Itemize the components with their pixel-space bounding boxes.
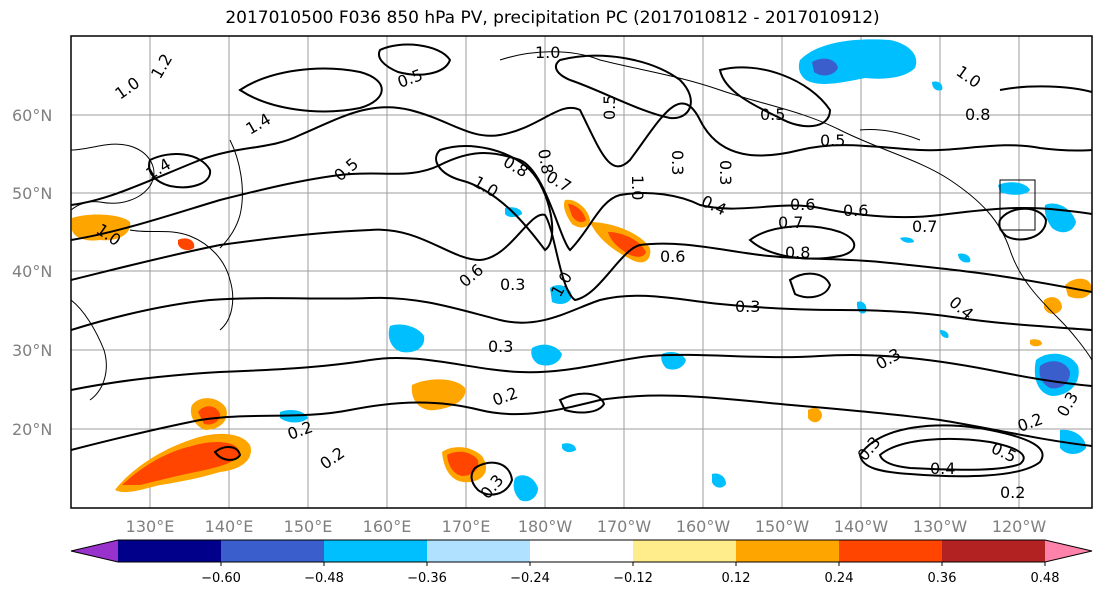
colorbar-tick-label: 0.24 <box>825 571 854 586</box>
contour-label: 0.7 <box>778 213 803 232</box>
map-content <box>71 36 1092 508</box>
lon-tick-label: 170°W <box>597 517 652 536</box>
colorbar: −0.60 −0.48 −0.36 −0.24 −0.12 0.12 0.24 0.36 0.4… <box>70 539 1093 586</box>
contour-label: 0.3 <box>716 160 735 185</box>
colorbar-segment <box>942 540 1046 562</box>
colorbar-segment <box>839 540 943 562</box>
colorbar-tick-label: −0.36 <box>407 571 447 586</box>
lon-tick-label: 150°W <box>755 517 810 536</box>
lat-tick-label: 60°N <box>12 106 52 125</box>
contour-label: 0.3 <box>488 337 513 356</box>
colorbar-tick-label: 0.12 <box>722 571 751 586</box>
colorbar-segment <box>633 540 737 562</box>
colorbar-tick-label: −0.24 <box>510 571 550 586</box>
contour-label: 0.3 <box>735 297 760 316</box>
colorbar-segment <box>736 540 840 562</box>
lon-tick-label: 130°E <box>126 517 175 536</box>
colorbar-tick-label: −0.60 <box>201 571 241 586</box>
coastlines <box>71 51 1092 401</box>
contour-label: 0.8 <box>534 147 557 175</box>
contour-label: 1.0 <box>535 43 560 62</box>
colorbar-segment <box>324 540 428 562</box>
precip-positive <box>72 199 1092 493</box>
colorbar-tick-label: −0.48 <box>304 571 344 586</box>
colorbar-extend-low <box>71 540 118 562</box>
colorbar-tick-label: 0.36 <box>928 571 957 586</box>
lat-tick-label: 50°N <box>12 184 52 203</box>
lon-tick-label: 140°W <box>834 517 889 536</box>
lon-tick-label: 160°W <box>676 517 731 536</box>
colorbar-outline <box>70 539 1093 563</box>
lon-tick-label: 140°E <box>205 517 254 536</box>
lon-tick-labels: 130°E 140°E 150°E 160°E 170°E 180°W 170°… <box>126 517 1047 536</box>
contour-label: 0.5 <box>600 95 619 120</box>
colorbar-segment <box>530 540 634 562</box>
lon-tick-label: 120°W <box>992 517 1047 536</box>
contour-label: 0.6 <box>790 195 815 214</box>
colorbar-tick-label: −0.12 <box>613 571 653 586</box>
lon-tick-label: 160°E <box>363 517 412 536</box>
contour-label: 0.7 <box>912 217 937 236</box>
map-frame <box>70 35 1093 509</box>
lon-tick-label: 170°E <box>442 517 491 536</box>
lon-tick-label: 130°W <box>913 517 968 536</box>
contour-label: 0.4 <box>930 459 955 478</box>
colorbar-segment <box>427 540 531 562</box>
map-title: 2017010500 F036 850 hPa PV, precipitatio… <box>225 8 880 28</box>
contour-label: 0.6 <box>660 247 685 266</box>
colorbar-segment <box>118 540 222 562</box>
colorbar-segment <box>221 540 325 562</box>
contour-label: 0.3 <box>500 275 525 294</box>
contour-label: 0.8 <box>965 105 990 124</box>
lat-tick-label: 20°N <box>12 420 52 439</box>
contour-label: 1.0 <box>628 175 647 200</box>
lon-tick-label: 180°W <box>518 517 573 536</box>
contour-label: 0.8 <box>785 243 810 262</box>
lat-tick-label: 40°N <box>12 262 52 281</box>
contour-label: 0.3 <box>668 150 687 175</box>
contour-label: 0.5 <box>760 105 785 124</box>
contour-label: 0.5 <box>820 131 845 150</box>
colorbar-extend-high <box>1045 540 1092 562</box>
contour-label: 0.2 <box>1000 483 1025 502</box>
colorbar-tick-label: 0.48 <box>1031 571 1060 586</box>
lon-tick-label: 150°E <box>284 517 333 536</box>
contour-label: 0.6 <box>843 201 868 220</box>
lat-tick-labels: 60°N 50°N 40°N 30°N 20°N <box>12 106 52 439</box>
lat-tick-label: 30°N <box>12 341 52 360</box>
